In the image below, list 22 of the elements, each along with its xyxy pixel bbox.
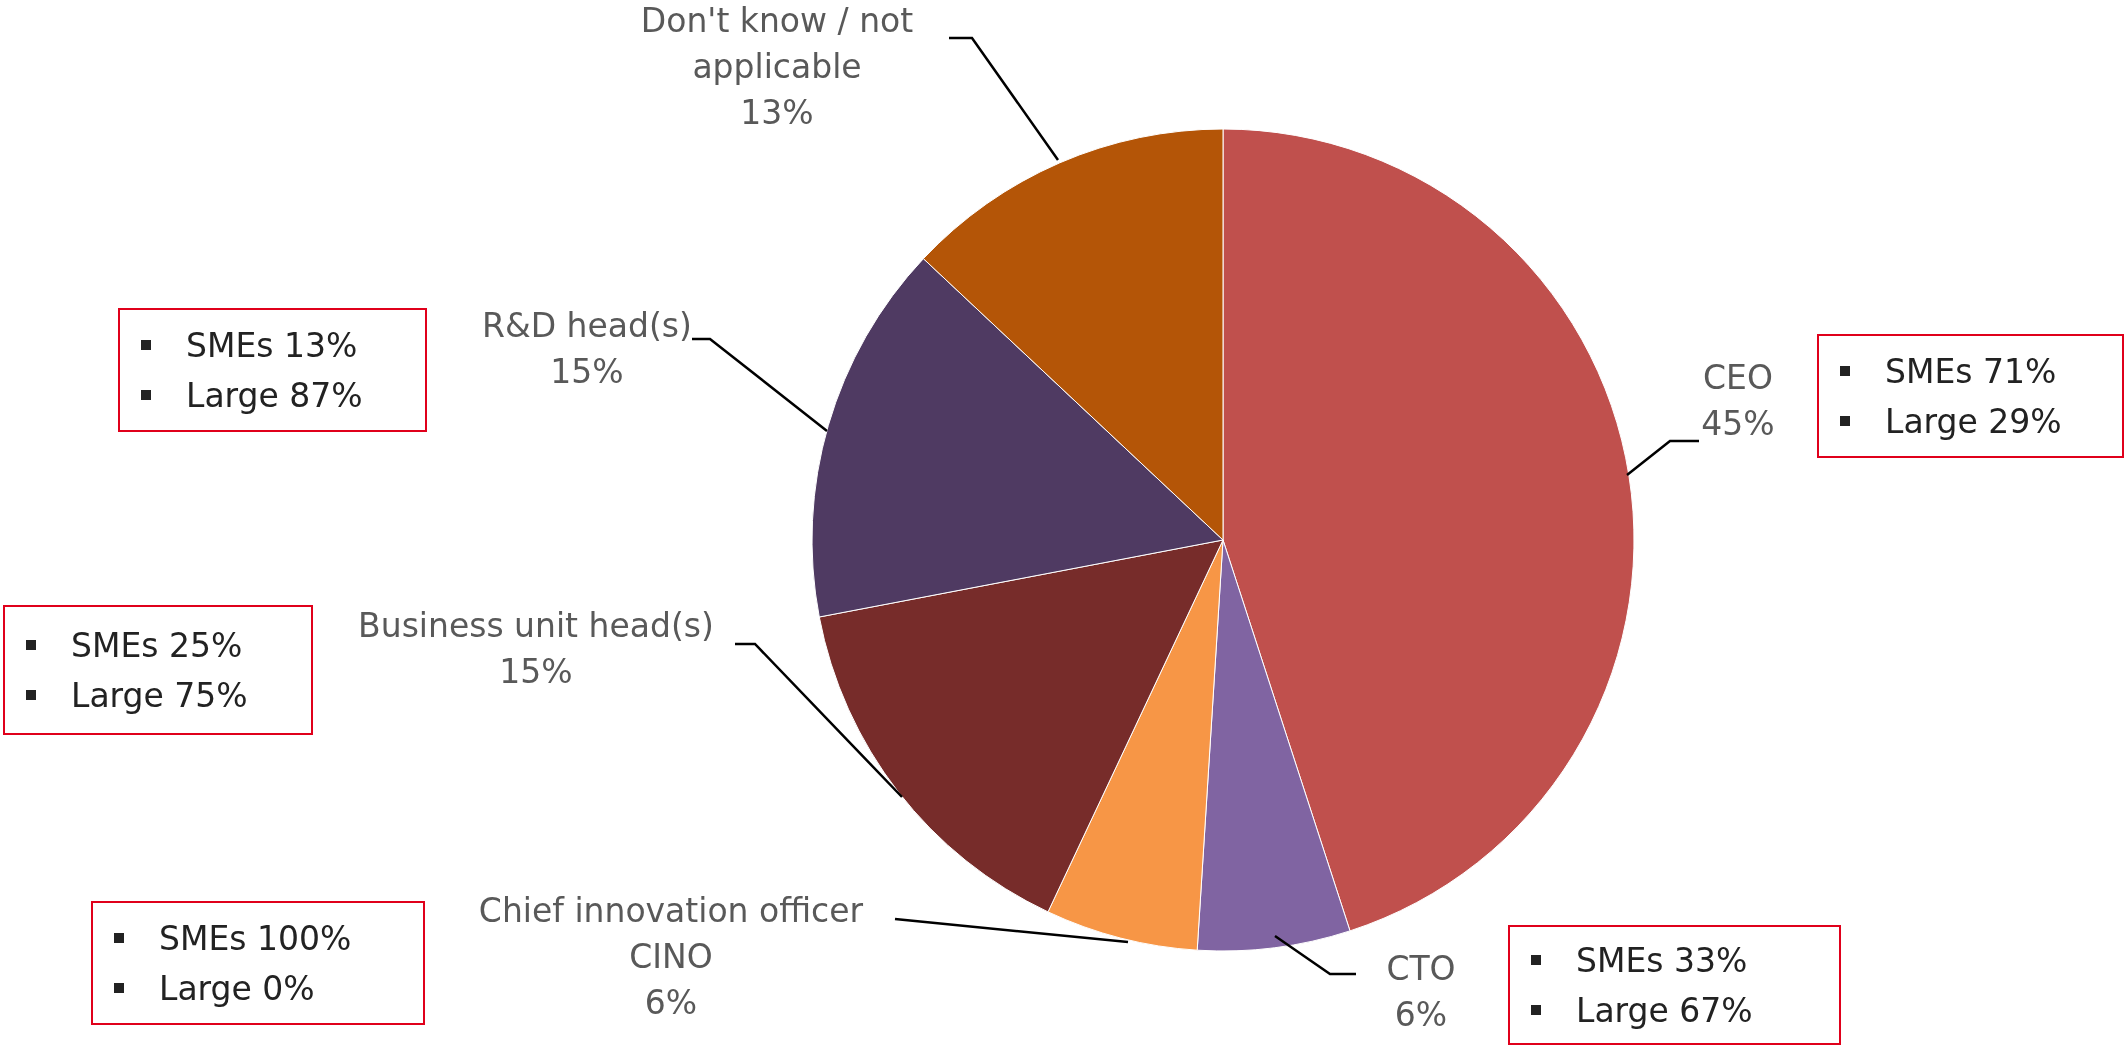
slice-label: Business unit head(s) — [358, 606, 714, 645]
text: Large 75% — [71, 675, 248, 715]
text: Large 87% — [186, 375, 363, 415]
text: Large 0% — [159, 968, 315, 1008]
slice-label: R&D head(s) — [482, 306, 692, 345]
data-label: 15% — [550, 352, 624, 391]
text: SMEs 25% — [71, 625, 243, 665]
data-label: 13% — [740, 93, 814, 132]
text: SMEs 13% — [186, 325, 358, 365]
slice-label: CEO — [1703, 358, 1773, 397]
text: SMEs 100% — [159, 918, 352, 958]
slice-label: CTO — [1386, 949, 1456, 988]
text: Large 29% — [1885, 401, 2062, 441]
data-label: 6% — [644, 983, 698, 1022]
slice-label: Chief innovation officer CINO — [478, 891, 864, 976]
data-label: 6% — [1394, 995, 1448, 1034]
data-label: 45% — [1701, 404, 1775, 443]
text: SMEs 71% — [1885, 351, 2057, 391]
slice-label: Don't know / not applicable — [640, 1, 914, 86]
text: SMEs 33% — [1576, 940, 1748, 980]
data-label: 15% — [499, 652, 573, 691]
text: Large 67% — [1576, 990, 1753, 1030]
